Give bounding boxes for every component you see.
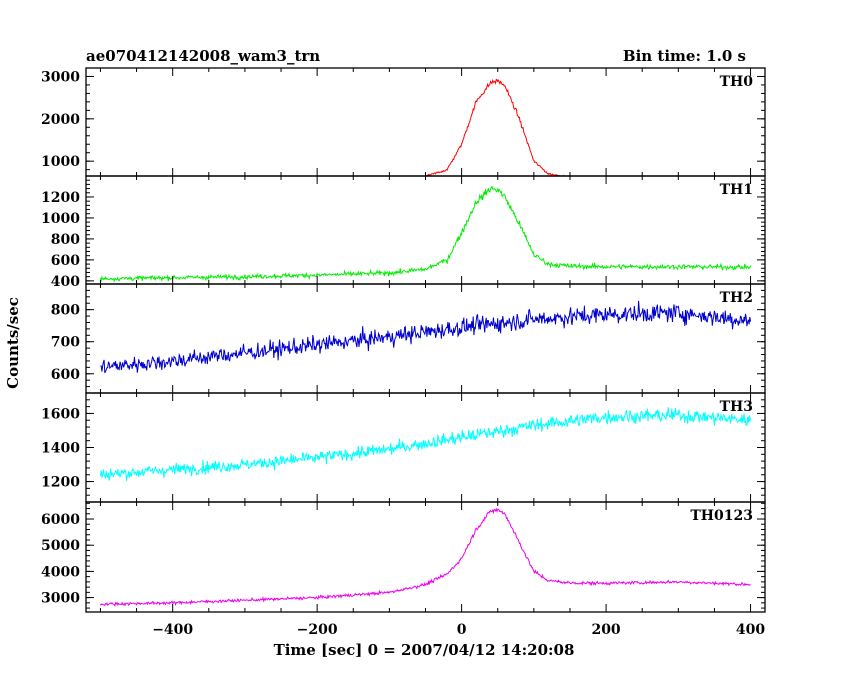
y-tick-label: 3000 xyxy=(41,69,80,85)
panel-label-th3: TH3 xyxy=(720,399,753,415)
panel-frame-th0 xyxy=(85,67,766,177)
y-tick-label: 1600 xyxy=(41,406,80,422)
y-tick-label: 3000 xyxy=(41,591,80,607)
x-axis-title: Time [sec] 0 = 2007/04/12 14:20:08 xyxy=(274,641,575,659)
series-line-th0 xyxy=(402,78,745,176)
y-tick-label: 700 xyxy=(51,335,80,351)
y-tick-label: 600 xyxy=(51,253,80,269)
panel-label-th0: TH0 xyxy=(720,74,754,90)
series-line-th3 xyxy=(99,407,752,481)
panel-th1: 400 600 800 1000 1200 TH1 xyxy=(41,175,766,290)
y-tick-label: 5000 xyxy=(41,538,80,554)
panel-th2: 600 700 800 TH2 xyxy=(51,283,766,394)
y-tick-label: 6000 xyxy=(41,512,80,528)
series-line-th1 xyxy=(99,185,752,283)
y-tick-label: 2000 xyxy=(41,112,80,128)
y-tick-label: 400 xyxy=(51,274,80,290)
y-tick-label: 4000 xyxy=(41,564,80,580)
y-tick-label: 800 xyxy=(51,303,80,319)
x-tick-label: 0 xyxy=(457,622,467,638)
x-tick-label: 200 xyxy=(591,622,620,638)
y-tick-label: 1200 xyxy=(41,475,80,491)
panel-th3: 1200 1400 1600 TH3 xyxy=(41,392,766,503)
y-tick-label: 600 xyxy=(51,367,80,383)
panel-frame-th2 xyxy=(85,283,766,394)
y-tick-label: 1000 xyxy=(41,211,80,227)
panel-th0123: 3000 4000 5000 6000 TH0123 xyxy=(41,501,766,613)
y-axis-title: Counts/sec xyxy=(4,297,22,389)
x-tick-label: −400 xyxy=(152,622,193,638)
panel-label-th0123: TH0123 xyxy=(690,508,753,524)
y-tick-label: 800 xyxy=(51,232,80,248)
panel-frame-th0123 xyxy=(85,501,766,613)
x-tick-label: 400 xyxy=(736,622,765,638)
panel-frame-th3 xyxy=(85,392,766,503)
panel-label-th1: TH1 xyxy=(720,182,753,198)
y-tick-label: 1400 xyxy=(41,441,80,457)
panel-th0: 1000 2000 3000 TH0 xyxy=(41,67,766,177)
y-tick-label: 1200 xyxy=(41,190,80,206)
chart-title: ae070412142008_wam3_trn xyxy=(86,47,320,65)
series-line-th0123 xyxy=(99,507,751,608)
panel-label-th2: TH2 xyxy=(720,290,753,306)
series-line-th2 xyxy=(100,300,752,374)
x-tick-label: −200 xyxy=(297,622,338,638)
bin-time-label: Bin time: 1.0 s xyxy=(623,47,746,65)
y-tick-label: 1000 xyxy=(41,154,80,170)
